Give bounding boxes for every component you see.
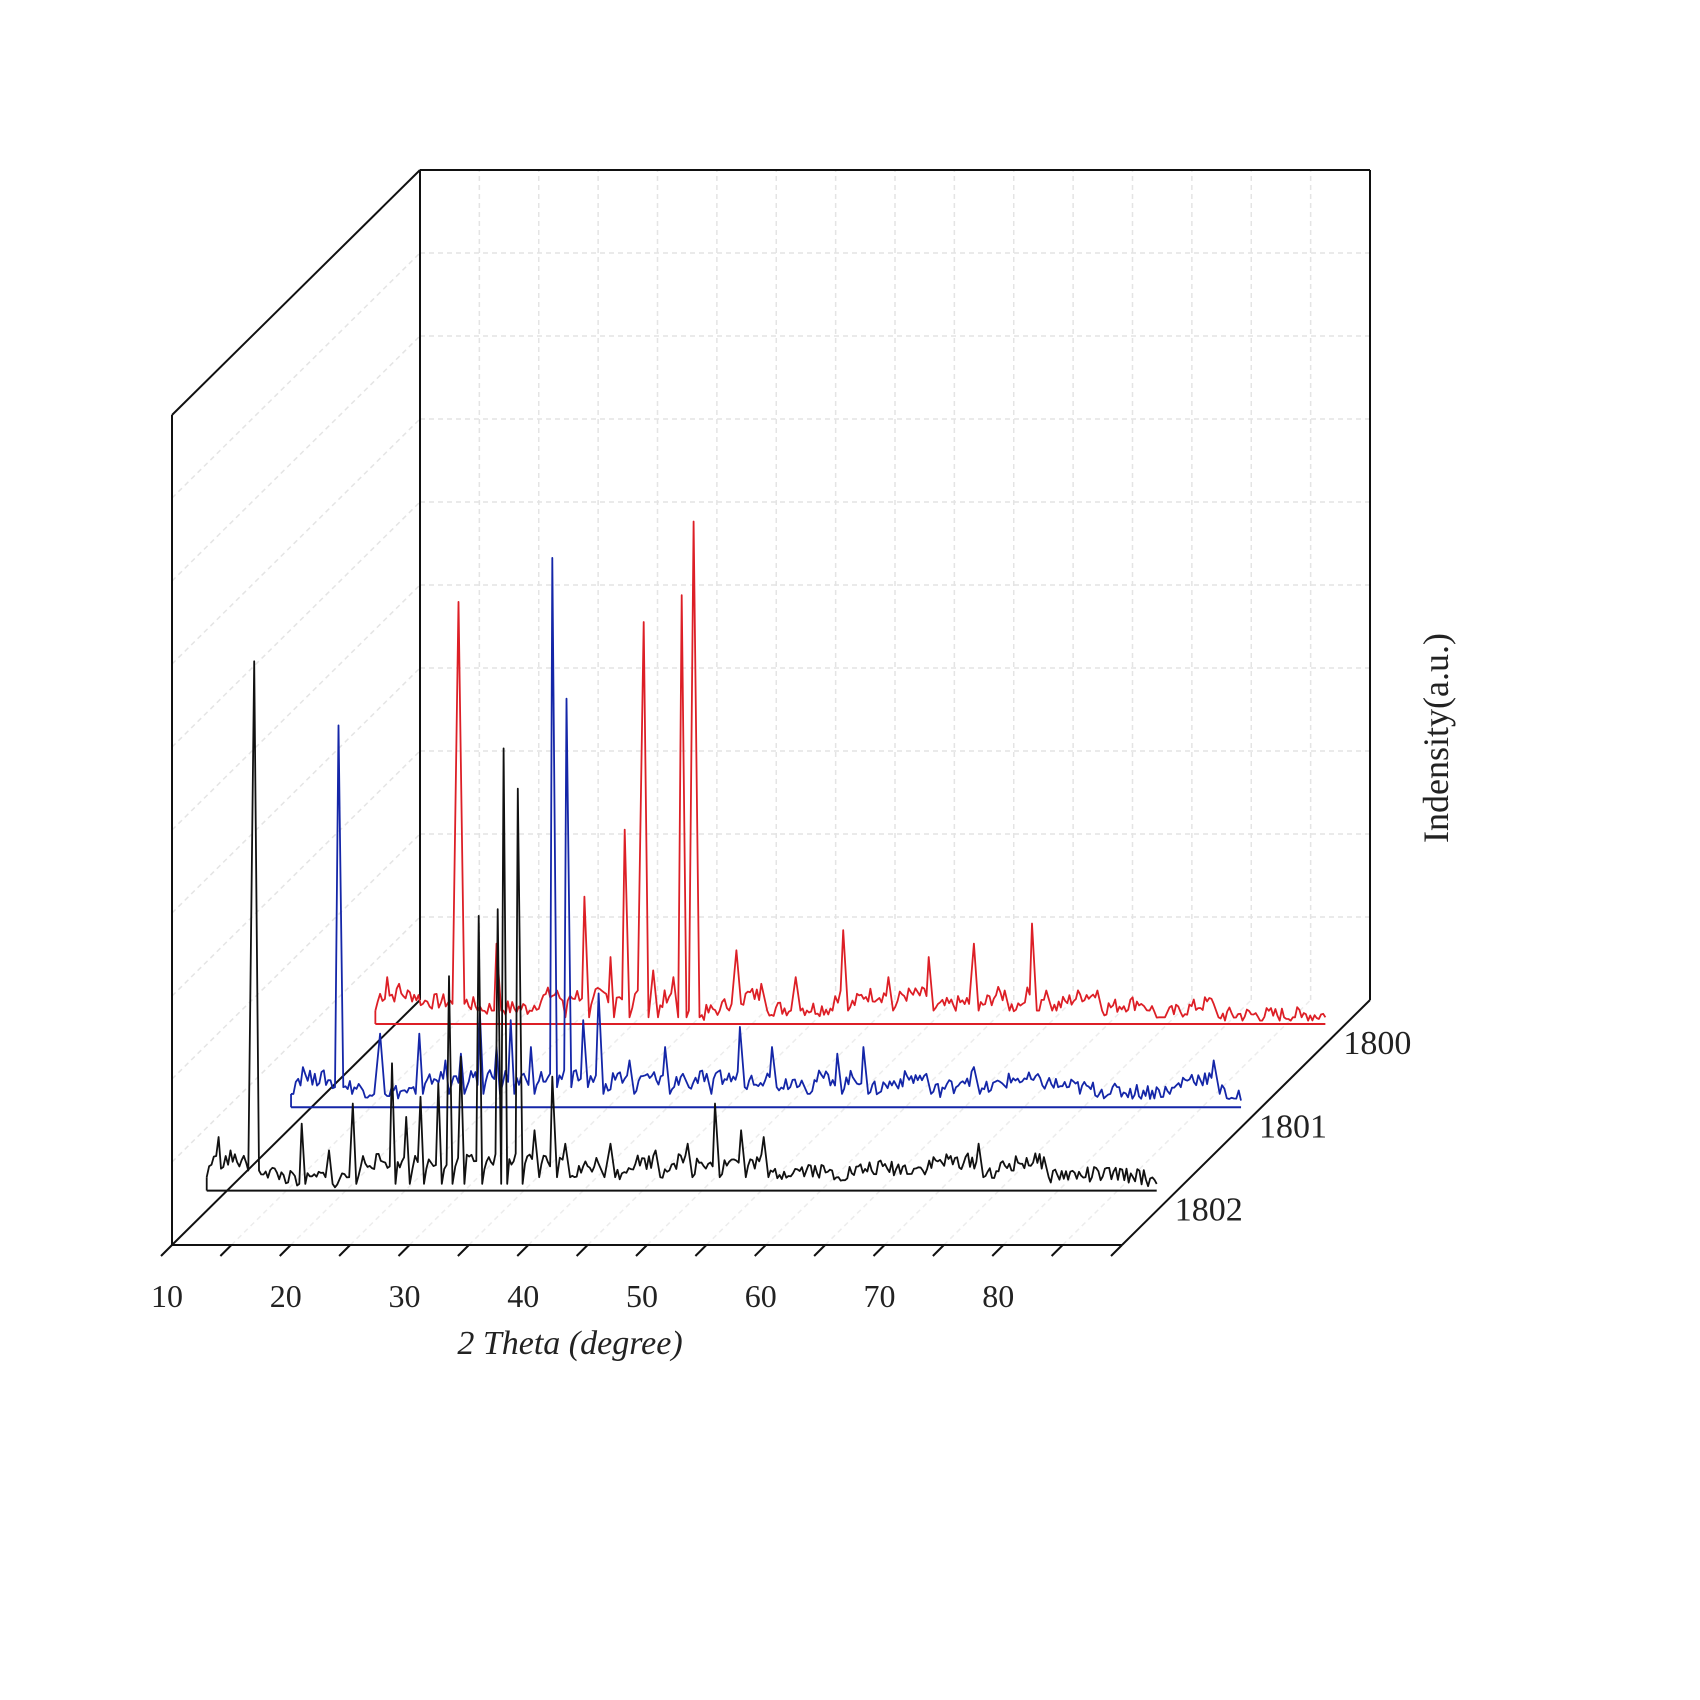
grid-line-floor (1062, 999, 1312, 1246)
axes-frame (171, 169, 1371, 1246)
x-tick (338, 1244, 351, 1257)
grid-line-side (171, 750, 421, 997)
grid-line-floor (765, 999, 1015, 1246)
axis-frame-edge (1121, 999, 1371, 1246)
series-label: 1802 (1175, 1192, 1243, 1229)
x-tick-label: 50 (626, 1278, 658, 1314)
x-tick-label: 30 (389, 1278, 421, 1314)
grid-line-floor (646, 999, 896, 1246)
grid-line-floor (587, 999, 837, 1246)
x-tick (694, 1244, 708, 1257)
x-tick-label: 10 (151, 1278, 183, 1314)
series-label: 1801 (1259, 1108, 1327, 1145)
x-tick (635, 1244, 648, 1257)
grid-line-floor (527, 999, 777, 1246)
grid-line-floor (824, 999, 1074, 1246)
grid-line-floor (705, 999, 955, 1246)
x-tick (279, 1244, 292, 1257)
x-tick-label: 40 (507, 1278, 539, 1314)
grid-line-side (171, 833, 421, 1080)
grid-line-floor (468, 999, 718, 1246)
grid-line-floor (230, 999, 480, 1246)
x-tick (397, 1244, 411, 1257)
series-1800: 1800 (374, 520, 1411, 1062)
x-axis-label: 2 Theta (degree) (457, 1325, 682, 1362)
series-label: 1800 (1343, 1025, 1411, 1062)
series-1801: 1801 (290, 557, 1327, 1145)
series-line (374, 520, 1327, 1022)
x-tick (991, 1244, 1004, 1257)
x-tick (872, 1244, 886, 1257)
grid-line-side (171, 584, 421, 831)
grid-line-side (171, 667, 421, 914)
series-line (290, 557, 1242, 1101)
x-tick (1050, 1244, 1064, 1257)
grid-line-floor (943, 999, 1193, 1246)
x-tick (813, 1244, 826, 1257)
grid-line-floor (883, 999, 1134, 1246)
axis-frame-edge (171, 169, 421, 416)
x-tick (932, 1244, 945, 1257)
grid-line-side (171, 252, 421, 499)
grid-line-side (171, 418, 421, 665)
x-tick (219, 1244, 233, 1257)
y-axis-label: Indensity(a.u.) (1416, 633, 1456, 843)
x-tick-label: 70 (864, 1278, 896, 1314)
x-tick (754, 1244, 767, 1257)
grid-line-side (171, 501, 421, 748)
x-tick-label: 80 (982, 1278, 1014, 1314)
grid-line-floor (408, 999, 659, 1246)
x-axis-ticks: 10 20 30 40 50 60 70 80 (151, 1244, 1123, 1314)
axis-frame-edge (171, 999, 421, 1246)
x-tick (575, 1244, 589, 1257)
x-tick-label: 20 (270, 1278, 302, 1314)
series-line (205, 660, 1158, 1189)
x-tick (516, 1244, 529, 1257)
grid-line-floor (349, 999, 599, 1246)
grid (171, 170, 1371, 1246)
grid-line-side (171, 916, 421, 1163)
grid-line-floor (1002, 999, 1252, 1246)
x-tick (160, 1244, 173, 1257)
x-tick (1110, 1244, 1123, 1257)
series-group: 1800 1801 1802 (205, 520, 1411, 1229)
series-1802: 1802 (205, 660, 1243, 1229)
x-tick (457, 1244, 470, 1257)
grid-line-side (171, 335, 421, 582)
x-tick-label: 60 (745, 1278, 777, 1314)
